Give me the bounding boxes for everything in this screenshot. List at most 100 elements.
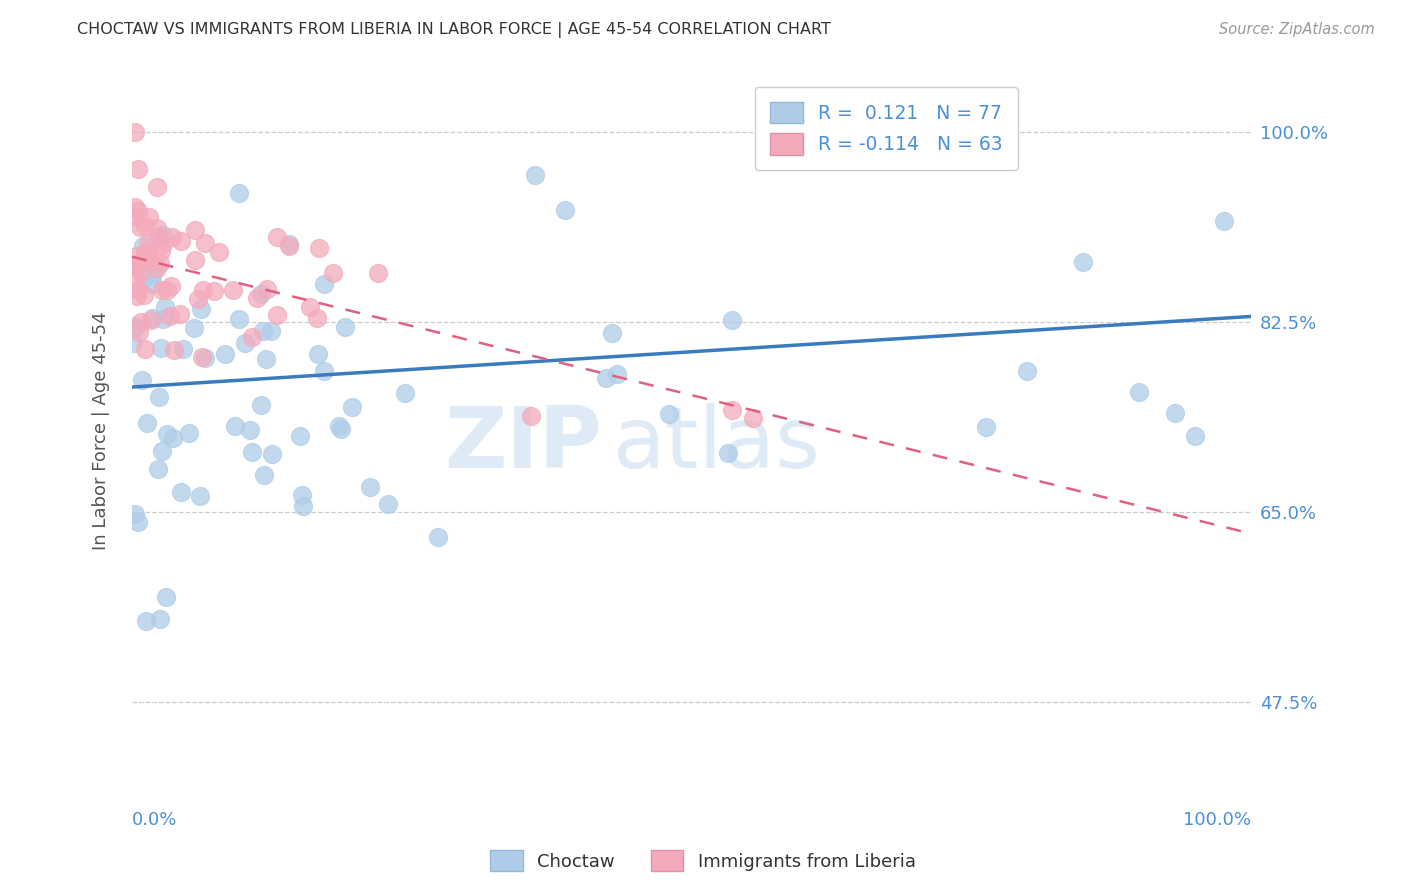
Point [183,321,205,335]
Point [138,250,160,264]
Point [554,202,576,217]
Point [600,326,623,341]
Point [1184,429,1206,443]
Point [172,343,194,357]
Text: ZIP: ZIP [444,403,602,486]
Point [214,347,236,361]
Point [125,289,148,303]
Point [193,283,215,297]
Point [127,161,149,176]
Point [253,467,276,482]
Text: 100.0%: 100.0% [1184,811,1251,829]
Point [148,390,170,404]
Point [1073,255,1095,269]
Point [127,283,149,297]
Text: Source: ZipAtlas.com: Source: ZipAtlas.com [1219,22,1375,37]
Point [330,422,353,436]
Point [128,325,150,339]
Point [277,238,299,252]
Point [194,235,217,250]
Point [250,287,273,301]
Point [156,427,179,442]
Point [254,351,277,366]
Point [170,485,193,500]
Point [131,373,153,387]
Point [1128,385,1150,400]
Point [134,342,156,356]
Point [124,318,146,333]
Text: atlas: atlas [613,403,821,486]
Point [124,125,146,139]
Point [136,416,159,430]
Point [658,407,681,421]
Point [240,330,263,344]
Point [142,277,165,291]
Point [974,420,997,434]
Point [124,507,146,521]
Point [249,398,271,412]
Point [1212,214,1234,228]
Point [146,230,169,244]
Point [606,367,628,381]
Point [717,446,740,460]
Point [141,313,163,327]
Point [291,499,314,513]
Point [146,462,169,476]
Point [340,401,363,415]
Point [520,409,543,424]
Point [170,234,193,248]
Point [159,309,181,323]
Legend: R =  0.121   N = 77, R = -0.114   N = 63: R = 0.121 N = 77, R = -0.114 N = 63 [755,87,1018,169]
Point [128,220,150,235]
Point [191,350,214,364]
Point [240,444,263,458]
Point [150,244,173,258]
Point [169,307,191,321]
Point [720,402,742,417]
Point [377,498,399,512]
Point [394,385,416,400]
Point [262,447,284,461]
Point [260,324,283,338]
Point [312,277,335,292]
Point [124,273,146,287]
Point [149,612,172,626]
Text: 0.0%: 0.0% [132,811,177,829]
Point [299,300,322,314]
Point [124,320,146,334]
Legend: Choctaw, Immigrants from Liberia: Choctaw, Immigrants from Liberia [484,843,922,879]
Point [179,426,201,441]
Point [124,200,146,214]
Point [131,265,153,279]
Point [307,347,329,361]
Point [136,245,159,260]
Point [124,210,146,224]
Point [322,266,344,280]
Point [224,418,246,433]
Point [266,309,288,323]
Point [136,236,159,251]
Point [142,266,165,280]
Point [308,241,330,255]
Point [146,261,169,276]
Point [160,230,183,244]
Point [183,252,205,267]
Point [146,180,169,194]
Point [290,429,312,443]
Point [194,351,217,365]
Point [141,310,163,325]
Point [190,301,212,316]
Point [305,310,328,325]
Point [595,371,617,385]
Point [328,418,350,433]
Point [134,246,156,260]
Point [312,364,335,378]
Point [156,283,179,297]
Point [163,343,186,357]
Point [202,284,225,298]
Point [138,210,160,224]
Point [222,283,245,297]
Point [742,410,765,425]
Point [155,590,177,604]
Point [233,335,256,350]
